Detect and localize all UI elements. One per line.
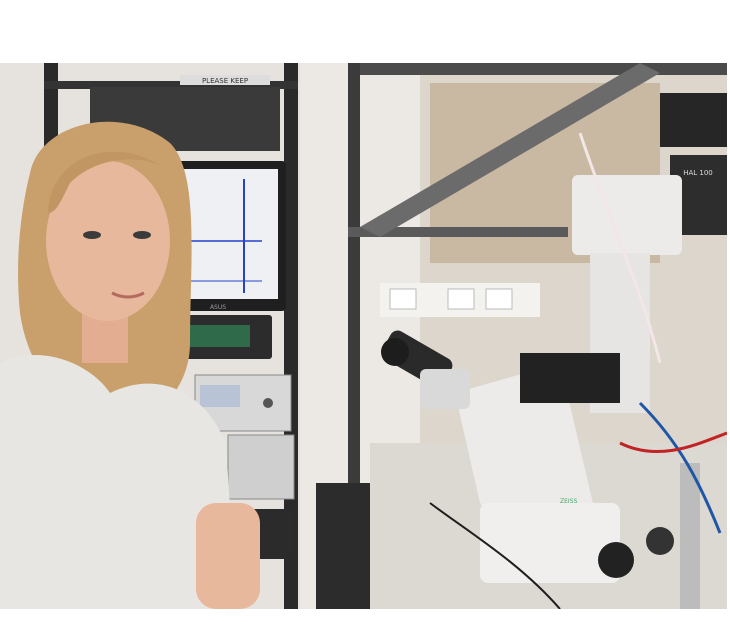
face: [46, 161, 170, 321]
lab-photo: PLEASE KEEP ASUS HAL 100: [0, 63, 727, 609]
wall-socket: [389, 288, 417, 310]
right-rack: [348, 63, 727, 609]
wall-socket: [447, 288, 475, 310]
monitor-brand: ASUS: [210, 304, 226, 311]
person: [0, 121, 260, 609]
microscope: ZEISS: [381, 175, 700, 609]
microscope-brand: ZEISS: [560, 498, 577, 505]
shirt: [0, 354, 236, 609]
device-label: HAL 100: [683, 169, 713, 177]
rack-top-label: PLEASE KEEP: [202, 77, 248, 85]
